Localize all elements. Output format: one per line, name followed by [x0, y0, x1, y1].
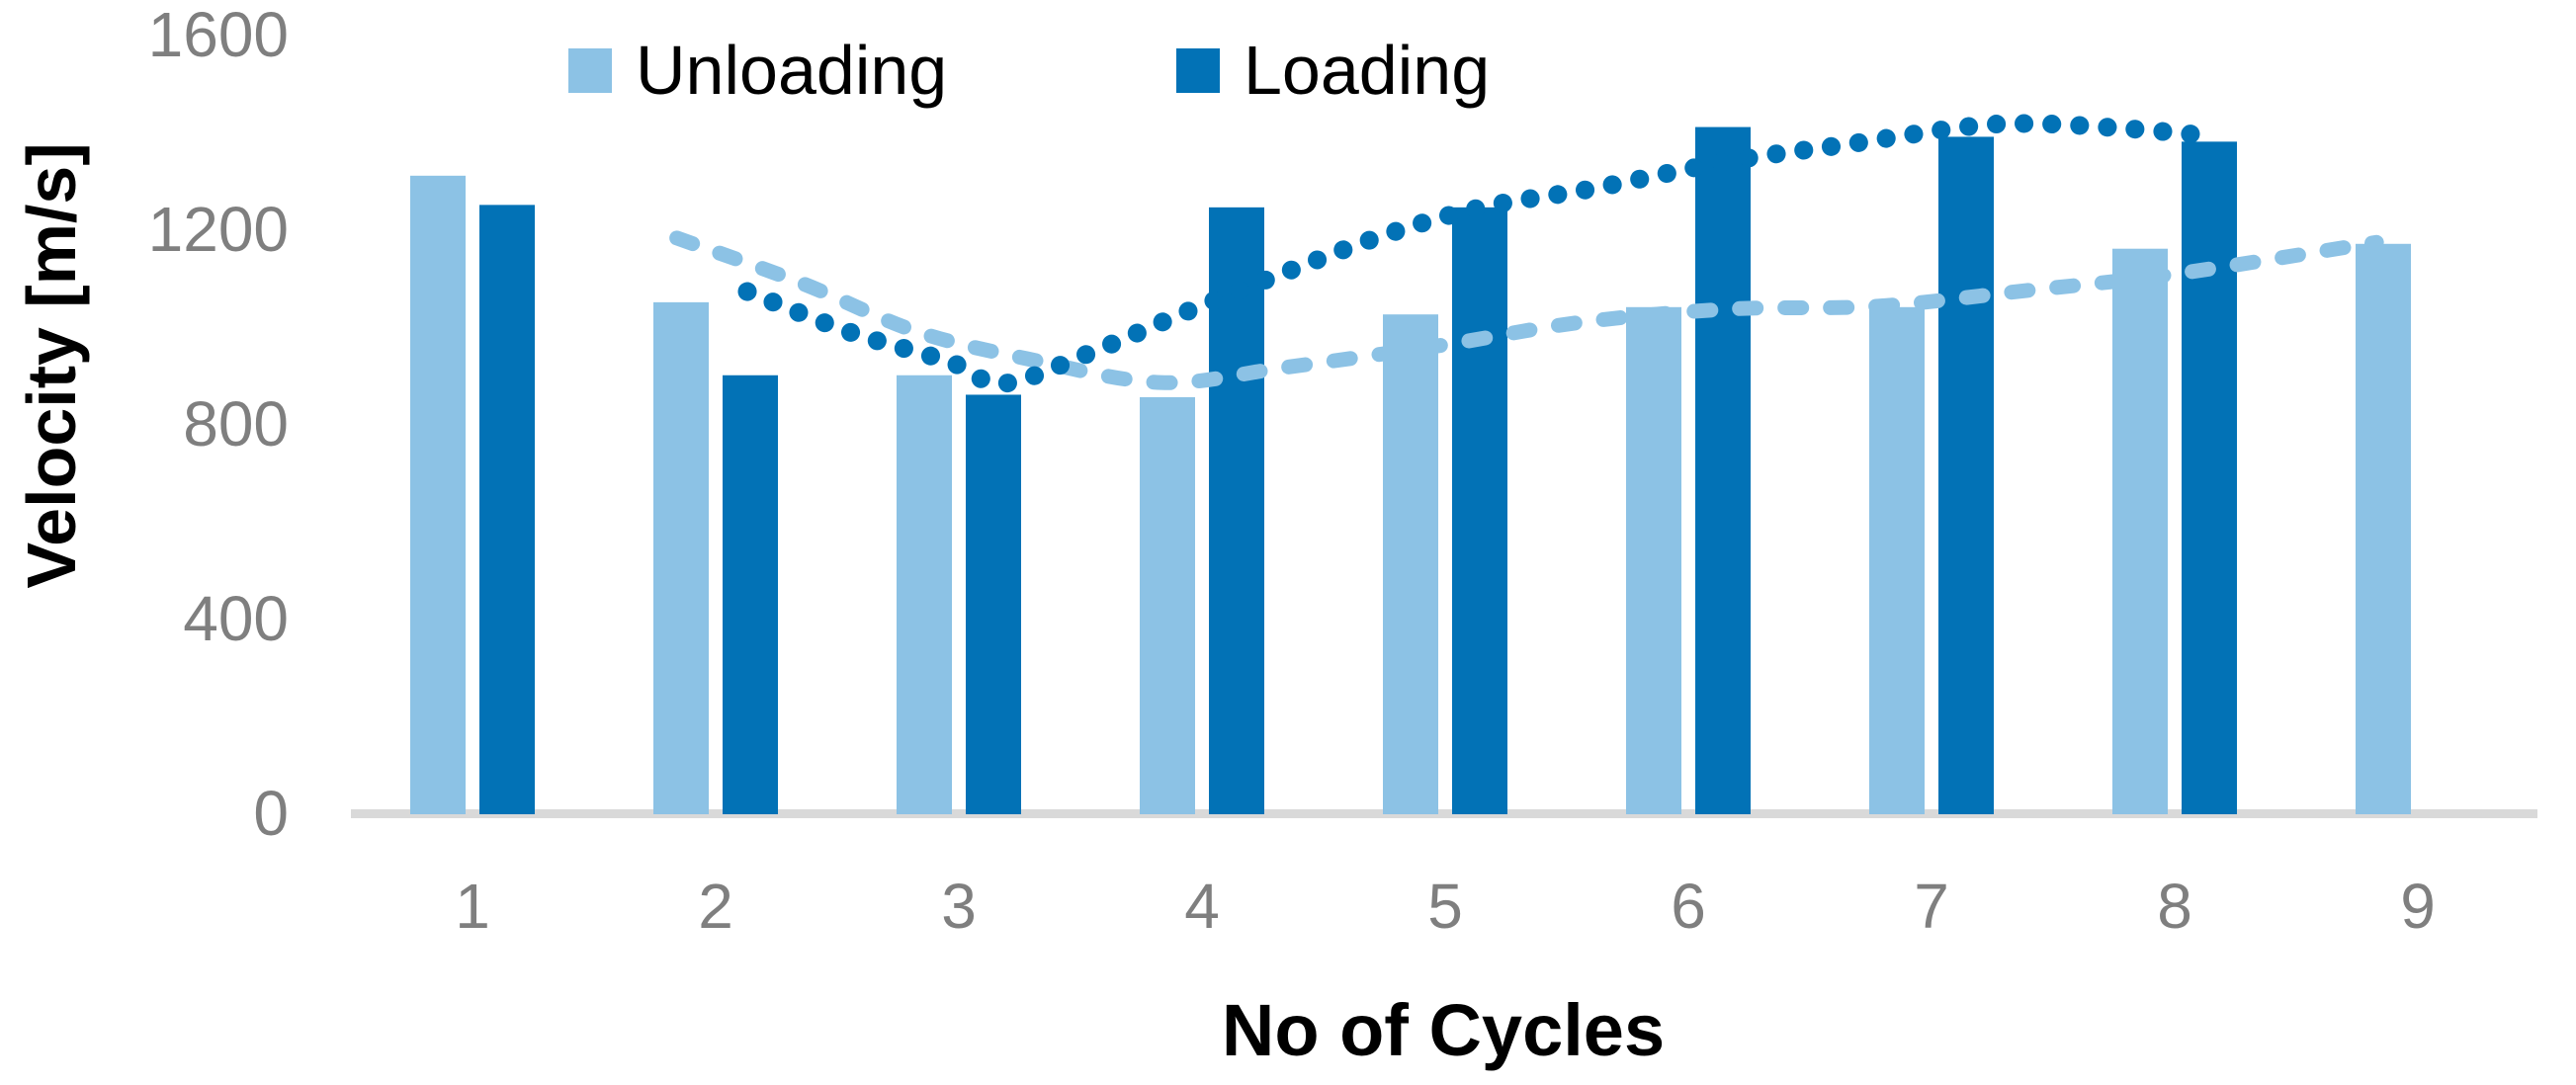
x-tick-label-2: 2 — [698, 871, 733, 942]
bar-loading-cycle-5 — [1452, 207, 1507, 814]
legend-label-loading: Loading — [1244, 32, 1491, 109]
bar-loading-cycle-8 — [2182, 141, 2237, 815]
y-tick-label-800: 800 — [183, 388, 289, 459]
x-tick-label-6: 6 — [1671, 871, 1706, 942]
x-tick-label-1: 1 — [455, 871, 490, 942]
x-axis-title: No of Cycles — [1221, 989, 1666, 1071]
bar-unloading-cycle-9 — [2356, 243, 2411, 814]
bar-unloading-cycle-7 — [1869, 306, 1925, 814]
x-tick-label-3: 3 — [941, 871, 977, 942]
x-tick-label-7: 7 — [1914, 871, 1949, 942]
legend-item-loading: Loading — [1176, 36, 1490, 105]
bar-unloading-cycle-1 — [410, 175, 466, 814]
y-tick-label-0: 0 — [253, 778, 289, 849]
legend-item-unloading: Unloading — [568, 36, 947, 105]
bar-loading-cycle-6 — [1695, 126, 1751, 814]
unloading-swatch-icon — [568, 47, 612, 93]
bar-unloading-cycle-3 — [897, 375, 952, 814]
unloading-trendline — [669, 230, 2384, 390]
y-tick-label-1200: 1200 — [147, 194, 289, 265]
y-tick-label-400: 400 — [183, 583, 289, 654]
legend-label-unloading: Unloading — [636, 32, 948, 109]
x-tick-label-9: 9 — [2400, 871, 2436, 942]
bar-loading-cycle-2 — [723, 375, 778, 814]
bar-loading-cycle-3 — [966, 394, 1021, 814]
bar-unloading-cycle-2 — [653, 301, 709, 814]
x-tick-label-5: 5 — [1427, 871, 1463, 942]
y-tick-label-1600: 1600 — [147, 0, 289, 70]
loading-trendline — [737, 114, 2204, 393]
bar-unloading-cycle-4 — [1140, 396, 1195, 814]
bar-unloading-cycle-6 — [1626, 306, 1681, 814]
bar-unloading-cycle-5 — [1383, 314, 1438, 814]
bar-loading-cycle-7 — [1938, 136, 1994, 815]
x-tick-label-8: 8 — [2157, 871, 2192, 942]
x-axis-line — [351, 809, 2537, 818]
x-tick-label-4: 4 — [1184, 871, 1220, 942]
bar-unloading-cycle-8 — [2112, 248, 2168, 814]
loading-swatch-icon — [1176, 47, 1220, 93]
bar-loading-cycle-1 — [479, 205, 535, 814]
